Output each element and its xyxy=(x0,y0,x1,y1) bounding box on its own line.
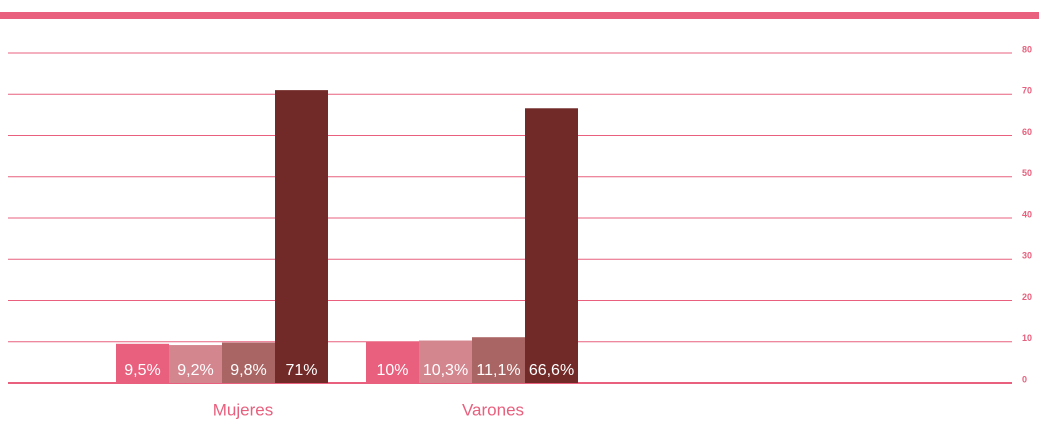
y-tick-label: 0 xyxy=(1022,374,1027,384)
bar xyxy=(366,341,419,383)
y-tick-label: 10 xyxy=(1022,333,1032,343)
bar xyxy=(169,345,222,383)
y-tick-label: 70 xyxy=(1022,86,1032,96)
value-label: 9,5% xyxy=(124,362,160,379)
value-label: 10% xyxy=(376,362,408,379)
value-label: 9,2% xyxy=(177,362,213,379)
x-tick-label: Varones xyxy=(462,400,524,419)
bar xyxy=(419,340,472,383)
value-label: 71% xyxy=(285,362,317,379)
bar xyxy=(472,337,525,383)
y-tick-label: 30 xyxy=(1022,251,1032,261)
top-band xyxy=(0,12,1039,19)
bar xyxy=(116,343,169,383)
value-label: 66,6% xyxy=(529,362,574,379)
bar xyxy=(222,342,275,383)
bar xyxy=(525,108,578,384)
y-tick-label: 40 xyxy=(1022,209,1032,219)
value-label: 9,8% xyxy=(230,362,266,379)
value-label: 11,1% xyxy=(476,362,520,379)
y-tick-label: 50 xyxy=(1022,168,1032,178)
y-tick-label: 60 xyxy=(1022,127,1032,137)
x-tick-label: Mujeres xyxy=(213,400,273,419)
bar xyxy=(275,90,328,383)
y-tick-label: 80 xyxy=(1022,44,1032,54)
y-tick-label: 20 xyxy=(1022,292,1032,302)
value-label: 10,3% xyxy=(423,362,468,379)
